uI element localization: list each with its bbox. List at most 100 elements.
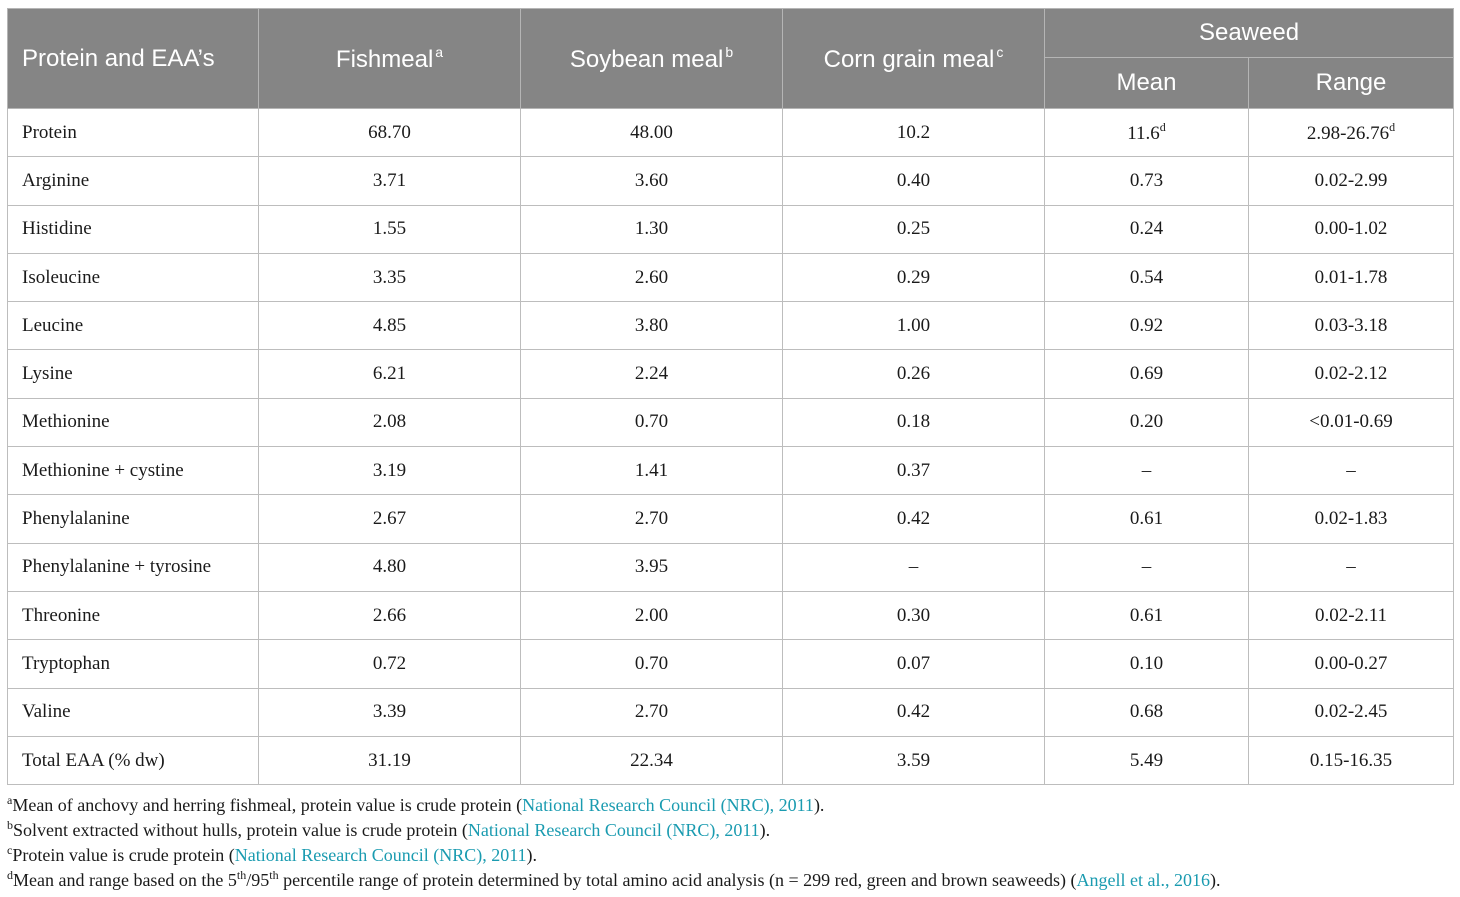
cell-soybean: 48.00 <box>520 107 783 158</box>
cell-soybean: 1.30 <box>520 204 783 254</box>
row-label: Tryptophan <box>7 639 259 689</box>
cell-mean: – <box>1044 542 1249 592</box>
header-mean: Mean <box>1044 57 1249 109</box>
table-row: Histidine 1.55 1.30 0.25 0.24 0.00-1.02 <box>7 204 1455 254</box>
cell-mean: 0.92 <box>1044 301 1249 351</box>
table-row: Methionine 2.08 0.70 0.18 0.20 <0.01-0.69 <box>7 397 1455 448</box>
cell-mean: 0.73 <box>1044 156 1249 206</box>
cell-fishmeal: 3.19 <box>258 446 521 496</box>
table-row: Threonine 2.66 2.00 0.30 0.61 0.02-2.11 <box>7 590 1455 641</box>
header-fishmeal: Fishmeal a <box>258 8 521 109</box>
table-figure: Protein and EAA’s Fishmeal a Soybean meal… <box>7 8 1455 893</box>
footnote-b: bSolvent extracted without hulls, protei… <box>7 818 771 841</box>
cell-soybean: 2.70 <box>520 687 783 737</box>
table-row: Valine 3.39 2.70 0.42 0.68 0.02-2.45 <box>7 687 1455 737</box>
table-row: Arginine 3.71 3.60 0.40 0.73 0.02-2.99 <box>7 156 1455 206</box>
table-row: Tryptophan 0.72 0.70 0.07 0.10 0.00-0.27 <box>7 639 1455 689</box>
cell-range: 0.02-2.45 <box>1247 687 1455 737</box>
cell-fishmeal: 1.55 <box>258 204 521 254</box>
cell-range: 0.02-1.83 <box>1247 494 1455 544</box>
cell-range: <0.01-0.69 <box>1247 397 1455 448</box>
row-label: Phenylalanine + tyrosine <box>7 542 259 592</box>
cell-corn: 0.18 <box>782 397 1045 448</box>
cell-fishmeal: 3.35 <box>258 252 521 303</box>
table-row: Isoleucine 3.35 2.60 0.29 0.54 0.01-1.78 <box>7 252 1455 303</box>
row-label: Protein <box>7 107 259 158</box>
footnote-c: cProtein value is crude protein (Nationa… <box>7 843 538 866</box>
amino-acid-table: Protein and EAA’s Fishmeal a Soybean meal… <box>7 8 1455 786</box>
cell-soybean: 1.41 <box>520 446 783 496</box>
cell-mean: 0.54 <box>1044 252 1249 303</box>
header-range: Range <box>1247 57 1455 109</box>
cell-mean: 0.10 <box>1044 639 1249 689</box>
footnotes: aMean of anchovy and herring fishmeal, p… <box>7 793 1453 893</box>
row-label: Lysine <box>7 349 259 399</box>
citation-link[interactable]: National Research Council (NRC), 2011 <box>467 820 760 841</box>
table-row: Protein 68.70 48.00 10.2 11.6d 2.98-26.76d <box>7 107 1455 158</box>
cell-fishmeal: 2.08 <box>258 397 521 448</box>
row-label: Methionine <box>7 397 259 448</box>
row-label: Threonine <box>7 590 259 641</box>
table-row: Phenylalanine 2.67 2.70 0.42 0.61 0.02-1.83 <box>7 494 1455 544</box>
table-row: Lysine 6.21 2.24 0.26 0.69 0.02-2.12 <box>7 349 1455 399</box>
cell-corn: 0.29 <box>782 252 1045 303</box>
cell-soybean: 2.70 <box>520 494 783 544</box>
cell-soybean: 3.60 <box>520 156 783 206</box>
row-label: Isoleucine <box>7 252 259 303</box>
cell-range: 0.03-3.18 <box>1247 301 1455 351</box>
cell-soybean: 2.24 <box>520 349 783 399</box>
cell-mean: 0.61 <box>1044 494 1249 544</box>
cell-fishmeal: 0.72 <box>258 639 521 689</box>
row-label: Total EAA (% dw) <box>7 735 259 786</box>
header-corn-grain-meal: Corn grain meal c <box>782 8 1045 109</box>
footnote-a: aMean of anchovy and herring fishmeal, p… <box>7 793 825 816</box>
cell-fishmeal: 2.67 <box>258 494 521 544</box>
cell-corn: 0.42 <box>782 687 1045 737</box>
cell-corn: 0.30 <box>782 590 1045 641</box>
cell-range: 0.00-1.02 <box>1247 204 1455 254</box>
table-row: Leucine 4.85 3.80 1.00 0.92 0.03-3.18 <box>7 301 1455 351</box>
cell-soybean: 3.95 <box>520 542 783 592</box>
cell-fishmeal: 3.71 <box>258 156 521 206</box>
cell-mean: 0.61 <box>1044 590 1249 641</box>
header-soybean-meal: Soybean meal b <box>520 8 783 109</box>
cell-fishmeal: 3.39 <box>258 687 521 737</box>
header-protein-eaa: Protein and EAA’s <box>7 8 259 109</box>
cell-range: – <box>1247 542 1455 592</box>
cell-mean: 11.6d <box>1044 107 1249 158</box>
header-seaweed: Seaweed <box>1043 8 1455 58</box>
cell-fishmeal: 68.70 <box>258 107 521 158</box>
cell-corn: – <box>782 542 1045 592</box>
cell-fishmeal: 2.66 <box>258 590 521 641</box>
cell-corn: 0.25 <box>782 204 1045 254</box>
table-row: Methionine + cystine 3.19 1.41 0.37– – <box>7 446 1455 496</box>
cell-range: 2.98-26.76d <box>1247 107 1455 158</box>
citation-link[interactable]: National Research Council (NRC), 2011 <box>522 795 814 816</box>
table-row: Total EAA (% dw) 31.19 22.34 3.59 5.49 0.15-1… <box>7 735 1455 786</box>
citation-link[interactable]: National Research Council (NRC), 2011 <box>234 845 527 866</box>
cell-soybean: 2.60 <box>520 252 783 303</box>
cell-corn: 0.07 <box>782 639 1045 689</box>
citation-link[interactable]: Angell et al., 2016 <box>1076 870 1210 891</box>
cell-range: 0.01-1.78 <box>1247 252 1455 303</box>
cell-corn: 3.59 <box>782 735 1045 786</box>
cell-mean: 0.24 <box>1044 204 1249 254</box>
row-label: Phenylalanine <box>7 494 259 544</box>
cell-range: 0.02-2.12 <box>1247 349 1455 399</box>
cell-soybean: 0.70 <box>520 397 783 448</box>
table-body: Protein 68.70 48.00 10.2 11.6d 2.98-26.76d Arg… <box>7 107 1455 786</box>
cell-corn: 0.40 <box>782 156 1045 206</box>
cell-mean: 5.49 <box>1044 735 1249 786</box>
cell-fishmeal: 6.21 <box>258 349 521 399</box>
cell-fishmeal: 4.85 <box>258 301 521 351</box>
cell-range: – <box>1247 446 1455 496</box>
cell-corn: 1.00 <box>782 301 1045 351</box>
table-row: Phenylalanine + tyrosine 4.80 3.95– – – <box>7 542 1455 592</box>
row-label: Arginine <box>7 156 259 206</box>
cell-soybean: 3.80 <box>520 301 783 351</box>
cell-corn: 0.42 <box>782 494 1045 544</box>
cell-soybean: 0.70 <box>520 639 783 689</box>
cell-soybean: 22.34 <box>520 735 783 786</box>
row-label: Leucine <box>7 301 259 351</box>
cell-corn: 0.26 <box>782 349 1045 399</box>
